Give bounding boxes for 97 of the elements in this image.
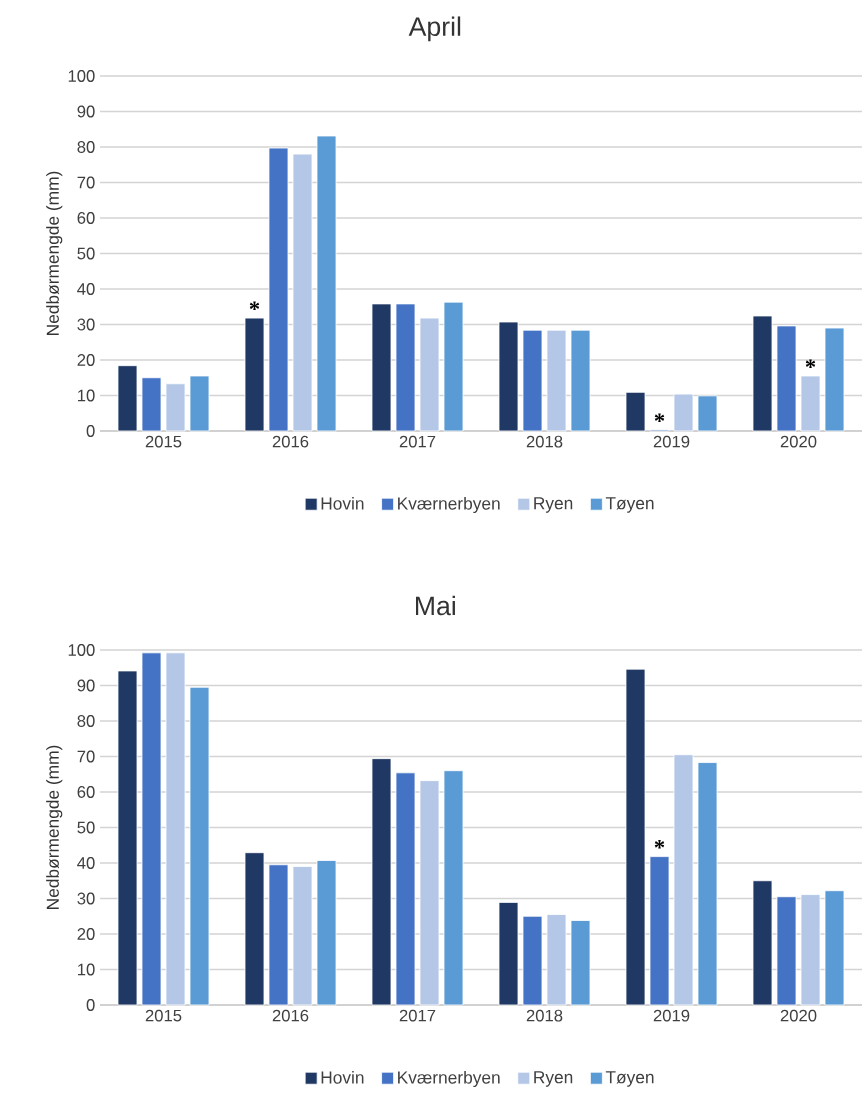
bar [244, 852, 265, 1006]
bar [752, 880, 773, 1006]
bar [546, 914, 567, 1006]
y-tick-label: 70 [77, 176, 95, 189]
bar [443, 301, 464, 432]
annotation: * [249, 301, 260, 311]
bar [800, 894, 821, 1006]
bar [268, 147, 289, 432]
x-tick-label: 2016 [272, 1009, 309, 1022]
bar [371, 303, 392, 432]
y-tick-label: 30 [77, 318, 95, 331]
bar [625, 391, 646, 432]
bar [371, 758, 392, 1006]
bar [141, 652, 162, 1006]
bar [165, 383, 186, 432]
x-tick-label: 2017 [399, 1009, 436, 1022]
bar [117, 365, 138, 432]
y-tick-label: 40 [77, 283, 95, 295]
annotation: * [654, 413, 665, 422]
y-tick-label: 60 [77, 786, 95, 798]
bar [824, 890, 845, 1006]
y-tick-label: 10 [78, 389, 95, 402]
legend-label: Hovin [321, 1070, 364, 1084]
chart-title: Mai [415, 595, 455, 616]
x-tick-label: 2015 [145, 435, 182, 448]
y-tick-label: 0 [86, 425, 95, 437]
x-tick-label: 2015 [145, 1009, 182, 1022]
bar [395, 772, 416, 1006]
y-tick-label: 10 [78, 963, 95, 976]
y-tick-label: 70 [77, 750, 95, 763]
bar [824, 327, 845, 432]
bar [570, 329, 591, 432]
bar [570, 920, 591, 1006]
x-tick-label: 2017 [399, 435, 436, 448]
legend-label: Ryen [534, 1071, 573, 1087]
y-tick-label: 30 [77, 892, 95, 905]
y-tick-label: 40 [77, 857, 95, 869]
bar [292, 866, 313, 1006]
x-tick-label: 2018 [526, 435, 563, 448]
legend-label: Tøyen [605, 497, 654, 513]
legend-label: Hovin [321, 496, 364, 510]
bar [117, 670, 138, 1006]
y-tick-label: 20 [77, 928, 95, 940]
y-tick-label: 80 [77, 141, 95, 153]
y-tick-label: 100 [68, 644, 95, 656]
bar [419, 317, 440, 432]
bar [522, 329, 543, 432]
bar [141, 377, 162, 432]
x-tick-label: 2016 [272, 435, 309, 448]
y-tick-label: 20 [77, 354, 95, 366]
y-axis-title: Nedbørmengde (mm) [46, 171, 63, 335]
bar [776, 896, 797, 1006]
bar [625, 668, 646, 1006]
bar [522, 915, 543, 1006]
x-tick-label: 2019 [653, 435, 690, 448]
bar [752, 315, 773, 432]
bar [443, 770, 464, 1006]
bar [419, 780, 440, 1006]
bar [316, 860, 337, 1006]
bar [165, 652, 186, 1006]
y-tick-label: 80 [77, 715, 95, 727]
bar [546, 329, 567, 432]
y-tick-label: 100 [68, 70, 95, 82]
bar [673, 754, 694, 1006]
bar [498, 321, 519, 432]
bar [800, 375, 821, 432]
bar [649, 856, 670, 1006]
bar [268, 864, 289, 1006]
chart-title: April [408, 16, 461, 42]
x-tick-label: 2019 [653, 1009, 690, 1022]
bar [244, 317, 265, 432]
bar [697, 395, 718, 432]
x-tick-label: 2020 [780, 435, 817, 448]
bar [316, 135, 337, 432]
x-tick-label: 2020 [780, 1009, 817, 1022]
y-tick-label: 50 [77, 821, 95, 834]
annotation: * [654, 840, 665, 849]
bar [697, 762, 718, 1006]
y-tick-label: 0 [86, 999, 95, 1011]
y-tick-label: 90 [77, 105, 95, 118]
bar [292, 153, 313, 432]
y-axis-title: Nedbørmengde (mm) [46, 745, 63, 909]
legend-label: Kværnerbyen [398, 496, 500, 514]
y-tick-label: 50 [77, 247, 95, 260]
bar [189, 686, 210, 1006]
legend-label: Kværnerbyen [398, 1070, 500, 1088]
y-tick-label: 60 [77, 212, 95, 224]
x-tick-label: 2018 [526, 1009, 563, 1022]
bar [673, 393, 694, 432]
annotation: * [805, 359, 816, 368]
bar [776, 325, 797, 432]
bar [395, 303, 416, 432]
legend-label: Ryen [534, 497, 573, 513]
y-tick-label: 90 [77, 679, 95, 692]
legend-label: Tøyen [605, 1071, 654, 1087]
bar [498, 902, 519, 1006]
bar [189, 375, 210, 432]
